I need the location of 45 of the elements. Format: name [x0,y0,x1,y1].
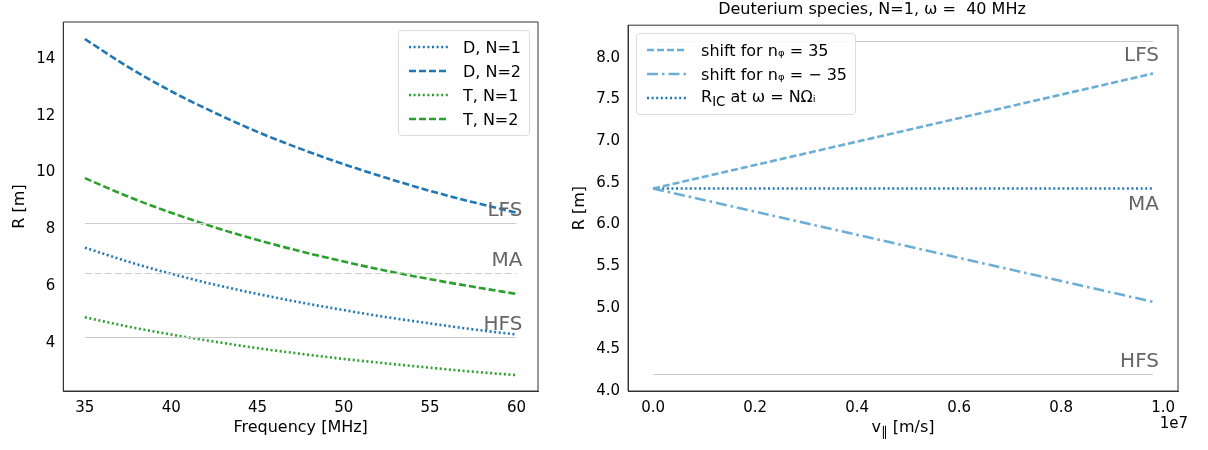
x-tick-label: 60 [506,397,526,416]
y-tick-label: 5.5 [596,255,621,274]
text: 1e7 [1159,414,1188,433]
x-tick-label: 35 [75,397,95,416]
x-tick-label: 1.0 [1151,397,1176,416]
x-axis-title: v$_{∥}$ [m/s] [871,417,935,440]
y-axis-title: R [m] [8,184,28,229]
y-tick-label: 6.0 [596,214,621,233]
y-tick-label: 10 [36,162,56,181]
legend-label: R$_{IC}$ at ω = NΩᵢ [701,87,816,110]
x-tick-label: 0.0 [641,397,665,416]
legend-label: shift for nᵩ = − 35 [701,64,847,84]
y-tick-label: 6.5 [596,172,621,191]
legend-label: shift for nᵩ = 35 [701,40,829,60]
legend-label: T, N=2 [462,109,519,129]
x-tick-label: 55 [420,397,440,416]
y-tick-label: 14 [36,48,56,67]
y-tick-label: 4.0 [596,380,621,399]
y-tick-label: 4 [45,332,56,351]
x-tick-label: 0.2 [743,397,768,416]
x-tick-label: 0.8 [1049,397,1074,416]
ref-line-label: MA [491,246,523,271]
chart-title: Deuterium species, N=1, ω = 40 MHz [718,0,1026,18]
y-tick-label: 7.0 [596,130,621,149]
legend-label: D, N=2 [462,61,521,81]
annotation: MA [1128,190,1160,215]
x-tick-label: 50 [334,397,354,416]
ref-line-label: HFS [1120,347,1159,372]
y-tick-label: 6 [45,275,56,294]
legend-label: D, N=1 [462,37,521,57]
x-tick-label: 45 [247,397,268,416]
y-axis-title: R [m] [568,185,588,231]
ref-line-label: HFS [483,310,523,335]
y-tick-label: 7.5 [596,89,621,108]
y-tick-label: 5.0 [596,297,621,316]
y-tick-label: 8 [45,219,56,238]
x-tick-label: 0.4 [845,397,870,416]
x-tick-label: 40 [161,397,181,416]
y-tick-label: 8.0 [596,47,621,66]
x-tick-label: 0.6 [947,397,972,416]
legend-label: T, N=1 [462,85,519,105]
y-tick-label: 12 [36,105,56,124]
x-axis-title: Frequency [MHz] [232,417,369,436]
ref-line-label: LFS [1124,41,1159,66]
y-tick-label: 4.5 [596,339,621,358]
